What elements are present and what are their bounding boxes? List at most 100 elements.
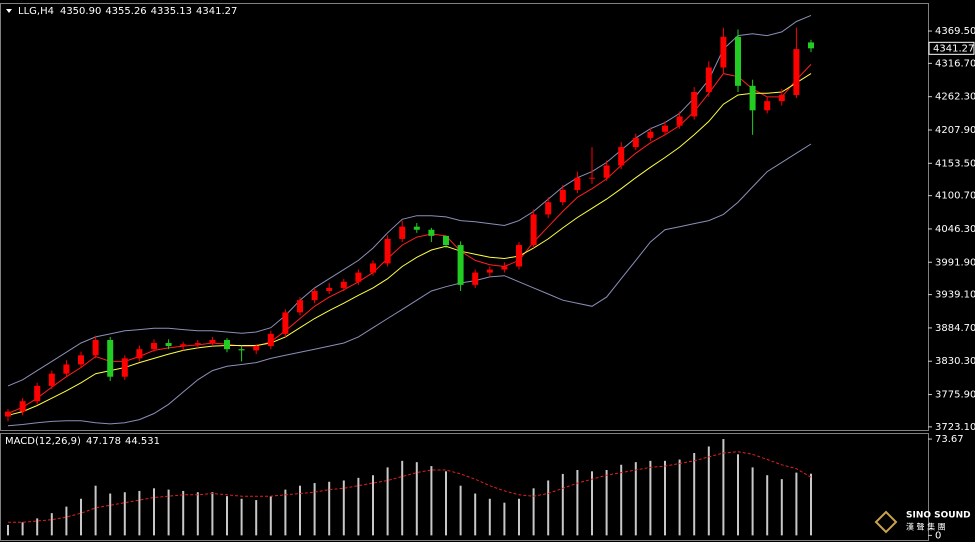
candle-body bbox=[136, 349, 143, 359]
symbol: LLG,H4 bbox=[18, 6, 54, 17]
macd-bar bbox=[50, 513, 53, 536]
candle-body bbox=[78, 355, 84, 365]
candle-body bbox=[19, 401, 26, 412]
y-tick-label: 4046.30 bbox=[935, 224, 975, 235]
macd-bar bbox=[109, 493, 112, 536]
macd-bar bbox=[401, 460, 404, 536]
macd-bar bbox=[357, 477, 360, 536]
header-close: 4341.27 bbox=[196, 6, 237, 17]
header-low: 4335.13 bbox=[151, 6, 192, 17]
candle-body bbox=[370, 263, 376, 273]
y-tick-label: 3939.10 bbox=[935, 290, 975, 301]
macd-bar bbox=[722, 439, 725, 536]
macd-bar bbox=[182, 490, 185, 536]
y-tick-label: 0 bbox=[935, 530, 941, 541]
candle-body bbox=[165, 343, 172, 347]
candle-body bbox=[413, 226, 420, 230]
candle-body bbox=[764, 101, 771, 111]
y-tick-label: 4316.70 bbox=[935, 58, 975, 69]
macd-bar bbox=[591, 471, 593, 536]
logo-sub: 漢 聲 集 團 bbox=[906, 522, 946, 532]
y-tick-label: 3830.30 bbox=[935, 356, 975, 367]
candle-body bbox=[311, 290, 318, 301]
macd-bar bbox=[620, 464, 623, 536]
macd-bar bbox=[810, 473, 812, 536]
macd-bar bbox=[65, 506, 68, 536]
candle-body bbox=[735, 36, 741, 86]
macd-bar bbox=[605, 470, 608, 536]
macd-bar bbox=[36, 518, 39, 536]
macd-bar bbox=[299, 485, 301, 536]
header-high: 4355.26 bbox=[105, 6, 146, 17]
signal-line bbox=[8, 451, 812, 523]
candle-body bbox=[778, 95, 785, 102]
signal-value: 44.531 bbox=[125, 436, 160, 447]
macd-bar bbox=[678, 459, 681, 536]
y-tick-label: 4100.70 bbox=[935, 191, 975, 202]
candle-body bbox=[63, 364, 70, 374]
macd-bar bbox=[167, 489, 170, 536]
candle-body bbox=[501, 266, 508, 270]
y-tick-label: 3884.70 bbox=[935, 323, 975, 334]
candle-body bbox=[238, 349, 245, 351]
macd-bar bbox=[138, 490, 141, 536]
price-box bbox=[928, 41, 975, 55]
macd-value: 47.178 bbox=[86, 436, 121, 447]
macd-bar bbox=[342, 480, 345, 536]
macd-bar bbox=[503, 502, 506, 536]
macd-bar bbox=[693, 453, 696, 536]
candle-body bbox=[224, 339, 230, 350]
macd-bar bbox=[284, 489, 287, 536]
y-tick-label: 4207.90 bbox=[935, 125, 975, 136]
macd-title: MACD(12,26,9) bbox=[5, 436, 81, 447]
candle-body bbox=[384, 238, 391, 264]
price-panel-frame bbox=[0, 3, 929, 431]
candle-body bbox=[618, 147, 625, 166]
macd-bar bbox=[634, 462, 637, 536]
y-tick-label: 3723.10 bbox=[935, 422, 975, 433]
candle-body bbox=[559, 189, 566, 203]
macd-bar bbox=[386, 467, 389, 536]
candle-body bbox=[92, 339, 99, 356]
candle-body bbox=[486, 269, 493, 273]
indicator-line bbox=[7, 73, 812, 416]
logo: SINO SOUND 漢 聲 集 團 bbox=[874, 511, 971, 534]
macd-bar bbox=[518, 498, 520, 536]
candle-body bbox=[194, 343, 201, 345]
macd-bar bbox=[649, 460, 652, 536]
candle-body bbox=[530, 214, 537, 246]
logo-brand: SINO SOUND bbox=[906, 511, 971, 521]
macd-bar bbox=[532, 488, 535, 536]
candle-body bbox=[253, 346, 260, 351]
macd-bar bbox=[707, 446, 710, 536]
candle-body bbox=[151, 343, 157, 350]
macd-bar bbox=[240, 498, 243, 536]
macd-bar bbox=[780, 479, 783, 536]
macd-bar bbox=[94, 485, 97, 536]
candle-body bbox=[574, 177, 581, 190]
macd-bar bbox=[474, 493, 477, 536]
indicator-line bbox=[7, 143, 812, 427]
indicator-line bbox=[7, 14, 812, 387]
candle-body bbox=[691, 91, 698, 117]
candle-body bbox=[121, 358, 128, 377]
macd-bar bbox=[372, 475, 374, 536]
current-price: 4341.27 bbox=[933, 43, 974, 54]
candle-body bbox=[326, 287, 333, 291]
candle-body bbox=[647, 131, 654, 138]
macd-bar bbox=[313, 483, 316, 536]
price-header: LLG,H4 4350.90 4355.26 4335.13 4341.27 bbox=[18, 6, 237, 17]
candle-body bbox=[457, 245, 464, 285]
macd-bar bbox=[445, 471, 447, 536]
candle-body bbox=[297, 300, 303, 313]
macd-bar bbox=[547, 480, 550, 536]
candle-body bbox=[107, 339, 114, 377]
candle-body bbox=[720, 36, 727, 68]
candle-body bbox=[472, 272, 479, 285]
menu-icon bbox=[6, 9, 12, 13]
macd-bar bbox=[211, 492, 214, 536]
candle-body bbox=[589, 177, 595, 179]
macd-bar bbox=[196, 492, 199, 536]
macd-bar bbox=[7, 524, 9, 536]
